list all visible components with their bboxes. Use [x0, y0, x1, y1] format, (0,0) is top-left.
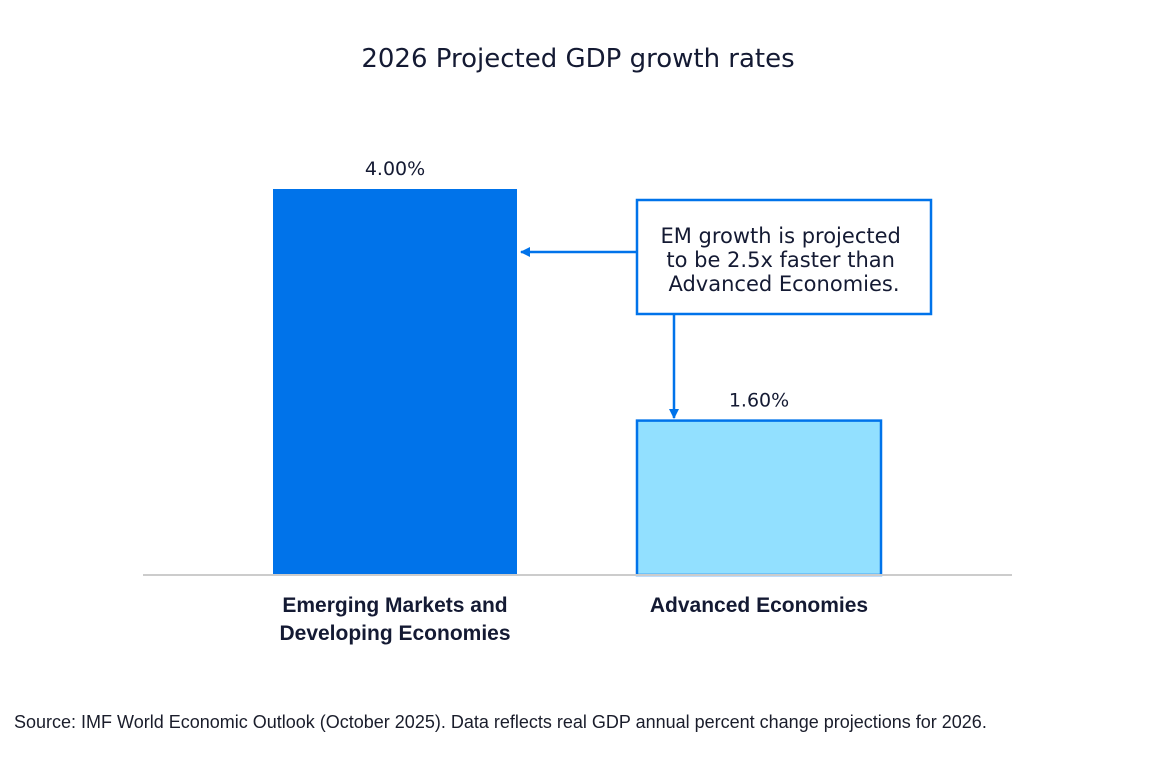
bar-2 — [635, 419, 883, 577]
chart: 2026 Projected GDP growth rates 4.00% 1.6… — [143, 44, 1012, 645]
bars-group: 4.00% 1.60% — [273, 158, 883, 577]
category-labels: Emerging Markets and Developing Economies… — [279, 594, 868, 645]
chart-title: 2026 Projected GDP growth rates — [361, 44, 794, 74]
value-label-2: 1.60% — [729, 390, 789, 412]
annotation-line-1: EM growth is projected — [660, 224, 900, 248]
bar-1 — [273, 189, 517, 575]
source-note: Source: IMF World Economic Outlook (Octo… — [14, 712, 987, 732]
value-label-1: 4.00% — [365, 158, 425, 180]
annotation-text: EM growth is projected to be 2.5x faster… — [660, 224, 907, 296]
annotation-box — [635, 198, 933, 316]
annotation-line-3: Advanced Economies. — [668, 272, 899, 296]
annotation-line-2: to be 2.5x faster than — [666, 248, 895, 272]
category-label-1-line-1: Emerging Markets and — [282, 594, 507, 617]
category-label-2: Advanced Economies — [650, 594, 868, 617]
category-label-1-line-2: Developing Economies — [279, 622, 510, 645]
category-label-2-line-1: Advanced Economies — [650, 594, 868, 617]
category-label-1: Emerging Markets and Developing Economies — [279, 594, 510, 645]
